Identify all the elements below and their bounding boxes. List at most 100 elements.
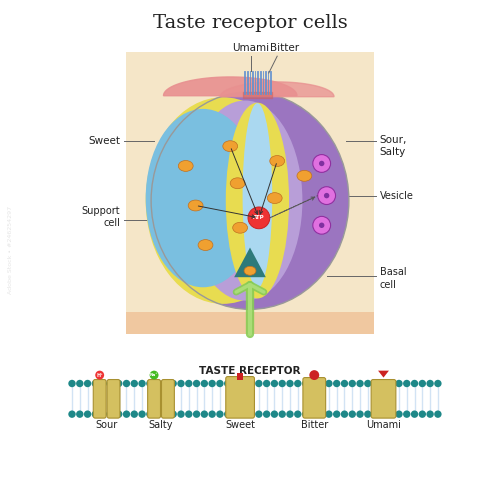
FancyBboxPatch shape xyxy=(237,374,244,380)
Circle shape xyxy=(318,186,336,204)
FancyBboxPatch shape xyxy=(303,378,326,418)
Circle shape xyxy=(150,370,158,380)
Circle shape xyxy=(138,410,146,418)
Text: Taste receptor cells: Taste receptor cells xyxy=(152,14,348,32)
Circle shape xyxy=(200,380,208,387)
Text: Adobe Stock • #246254297: Adobe Stock • #246254297 xyxy=(8,206,12,294)
Circle shape xyxy=(310,410,317,418)
Circle shape xyxy=(302,410,310,418)
Circle shape xyxy=(411,380,418,387)
Circle shape xyxy=(310,380,317,387)
Ellipse shape xyxy=(188,200,203,211)
FancyBboxPatch shape xyxy=(371,380,396,418)
Circle shape xyxy=(240,410,247,418)
Circle shape xyxy=(178,410,184,418)
Text: Vesicle: Vesicle xyxy=(380,190,414,200)
Circle shape xyxy=(263,410,270,418)
Circle shape xyxy=(232,380,239,387)
Circle shape xyxy=(396,380,402,387)
Circle shape xyxy=(240,380,247,387)
Circle shape xyxy=(434,410,442,418)
Text: Sweet: Sweet xyxy=(225,420,255,430)
Ellipse shape xyxy=(242,103,272,288)
Text: Sour,
Salty: Sour, Salty xyxy=(380,135,407,158)
Circle shape xyxy=(380,410,387,418)
Circle shape xyxy=(100,410,107,418)
Circle shape xyxy=(313,216,330,234)
Circle shape xyxy=(255,380,262,387)
Circle shape xyxy=(372,380,380,387)
Ellipse shape xyxy=(230,178,245,188)
Circle shape xyxy=(107,410,114,418)
Circle shape xyxy=(138,380,146,387)
Ellipse shape xyxy=(270,156,284,166)
Ellipse shape xyxy=(226,102,289,298)
Circle shape xyxy=(92,410,99,418)
Circle shape xyxy=(146,410,154,418)
Text: Bitter: Bitter xyxy=(270,43,299,53)
FancyBboxPatch shape xyxy=(107,380,120,418)
Circle shape xyxy=(325,410,332,418)
Circle shape xyxy=(123,410,130,418)
Text: Umami: Umami xyxy=(366,420,401,430)
Circle shape xyxy=(278,380,286,387)
Circle shape xyxy=(170,380,177,387)
Circle shape xyxy=(426,380,434,387)
Circle shape xyxy=(200,410,208,418)
Circle shape xyxy=(232,410,239,418)
Circle shape xyxy=(115,380,122,387)
Circle shape xyxy=(95,370,104,380)
Circle shape xyxy=(403,410,410,418)
Circle shape xyxy=(224,380,232,387)
Text: Basal
cell: Basal cell xyxy=(380,268,406,290)
Polygon shape xyxy=(220,82,334,96)
Circle shape xyxy=(319,222,324,228)
Ellipse shape xyxy=(223,140,238,151)
Circle shape xyxy=(372,410,380,418)
Text: Sour: Sour xyxy=(96,420,118,430)
Circle shape xyxy=(380,380,387,387)
Circle shape xyxy=(193,410,200,418)
Circle shape xyxy=(319,161,324,166)
Circle shape xyxy=(76,410,84,418)
Circle shape xyxy=(115,410,122,418)
Ellipse shape xyxy=(297,170,312,181)
Circle shape xyxy=(310,370,319,380)
Circle shape xyxy=(68,410,75,418)
Circle shape xyxy=(185,410,192,418)
Circle shape xyxy=(348,410,356,418)
Ellipse shape xyxy=(178,160,193,172)
Circle shape xyxy=(170,410,177,418)
Circle shape xyxy=(92,380,99,387)
Circle shape xyxy=(313,154,330,172)
Circle shape xyxy=(294,410,302,418)
Circle shape xyxy=(248,410,255,418)
Text: TASTE RECEPTOR: TASTE RECEPTOR xyxy=(200,366,301,376)
Circle shape xyxy=(107,380,114,387)
Circle shape xyxy=(341,380,348,387)
Text: H⁺: H⁺ xyxy=(96,372,103,378)
Circle shape xyxy=(364,410,372,418)
Circle shape xyxy=(154,380,162,387)
Circle shape xyxy=(255,410,262,418)
Circle shape xyxy=(411,410,418,418)
Circle shape xyxy=(185,380,192,387)
Ellipse shape xyxy=(151,92,349,310)
Circle shape xyxy=(325,380,332,387)
Ellipse shape xyxy=(146,97,300,304)
Circle shape xyxy=(318,410,325,418)
Circle shape xyxy=(130,410,138,418)
Polygon shape xyxy=(234,248,266,277)
FancyBboxPatch shape xyxy=(94,380,106,418)
Ellipse shape xyxy=(188,100,302,300)
Circle shape xyxy=(356,380,364,387)
Polygon shape xyxy=(164,77,297,96)
FancyBboxPatch shape xyxy=(148,380,160,418)
Circle shape xyxy=(84,410,92,418)
Ellipse shape xyxy=(232,222,248,233)
Circle shape xyxy=(270,380,278,387)
Circle shape xyxy=(208,410,216,418)
Circle shape xyxy=(162,410,169,418)
Text: Umami: Umami xyxy=(232,43,270,53)
Circle shape xyxy=(162,380,169,387)
